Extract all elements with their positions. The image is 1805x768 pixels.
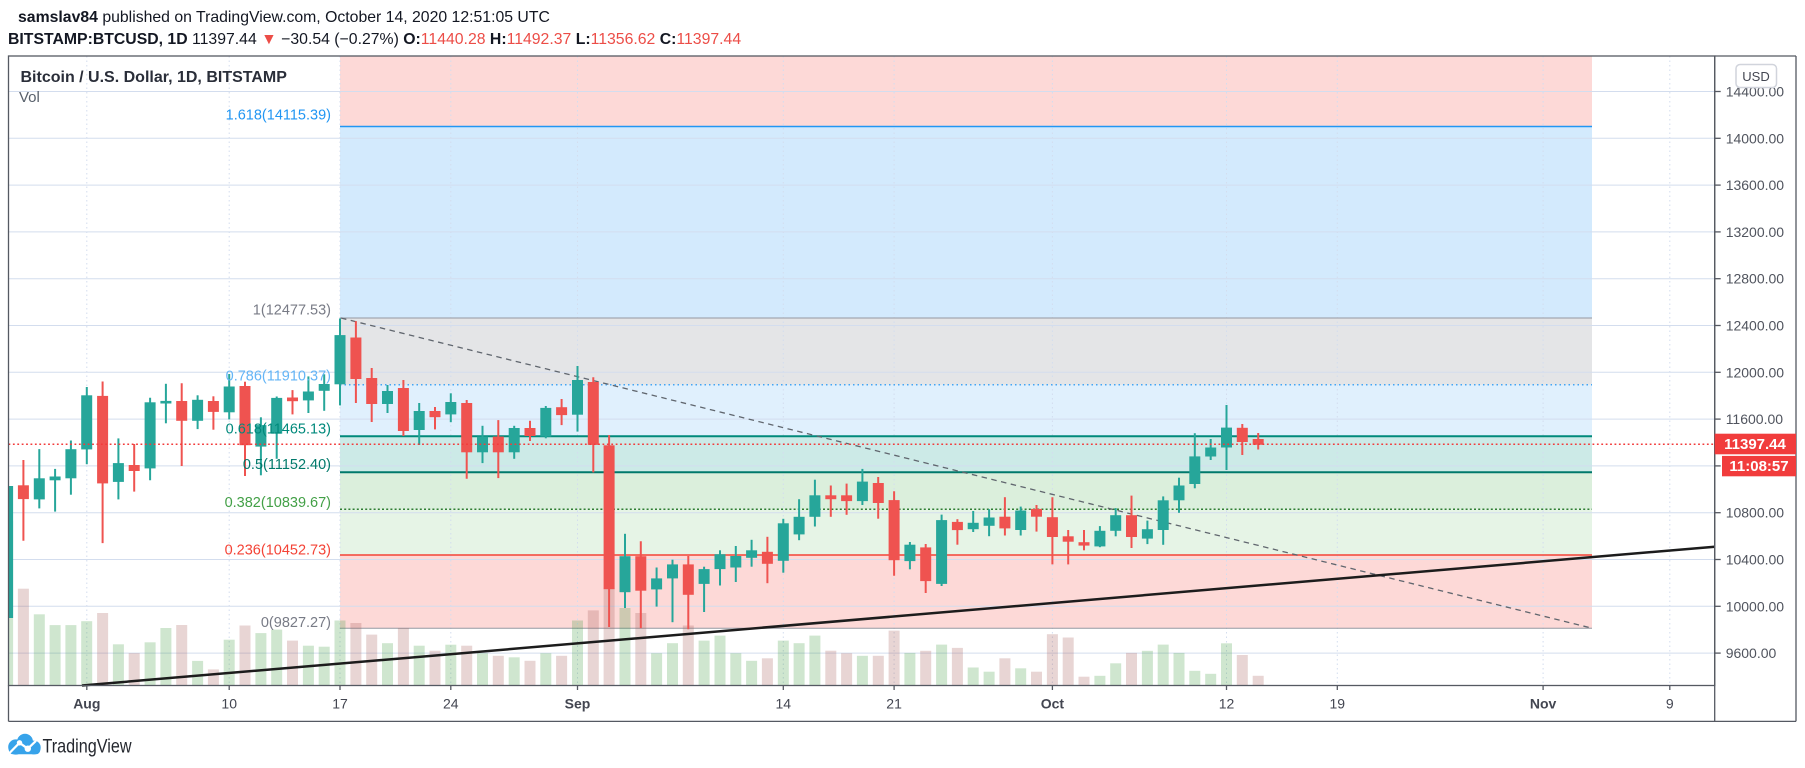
svg-text:11397.44: 11397.44 [1724, 436, 1786, 453]
svg-text:17: 17 [332, 696, 348, 712]
svg-text:11600.00: 11600.00 [1726, 411, 1784, 427]
svg-text:0.5(11152.40): 0.5(11152.40) [243, 457, 331, 473]
svg-text:samslav84 published on Trading: samslav84 published on TradingView.com, … [18, 9, 550, 26]
svg-text:11:08:57: 11:08:57 [1729, 458, 1788, 475]
svg-text:24: 24 [443, 696, 459, 712]
svg-text:BITSTAMP:BTCUSD, 1D 11397.44 ▼: BITSTAMP:BTCUSD, 1D 11397.44 ▼ −30.54 (−… [8, 31, 741, 48]
svg-text:Vol: Vol [19, 89, 40, 106]
svg-text:0.236(10452.73): 0.236(10452.73) [225, 543, 331, 559]
svg-text:1.618(14115.39): 1.618(14115.39) [226, 108, 331, 124]
svg-text:TradingView: TradingView [43, 736, 133, 758]
svg-text:10000.00: 10000.00 [1726, 598, 1785, 614]
svg-text:Aug: Aug [73, 696, 100, 712]
svg-text:10400.00: 10400.00 [1726, 552, 1785, 568]
svg-text:Oct: Oct [1041, 696, 1065, 712]
svg-text:12800.00: 12800.00 [1726, 271, 1785, 287]
svg-text:Nov: Nov [1530, 696, 1557, 712]
svg-text:0.382(10839.67): 0.382(10839.67) [225, 495, 331, 511]
svg-text:10800.00: 10800.00 [1726, 505, 1785, 521]
svg-text:14: 14 [776, 696, 792, 712]
svg-text:10: 10 [221, 696, 237, 712]
svg-text:12000.00: 12000.00 [1726, 364, 1785, 380]
svg-text:Sep: Sep [565, 696, 591, 712]
svg-text:1(12477.53): 1(12477.53) [253, 303, 331, 319]
svg-text:0(9827.27): 0(9827.27) [261, 615, 331, 631]
svg-text:13600.00: 13600.00 [1726, 177, 1785, 193]
svg-text:12400.00: 12400.00 [1726, 318, 1785, 334]
svg-text:14000.00: 14000.00 [1726, 130, 1785, 146]
svg-text:19: 19 [1330, 696, 1346, 712]
svg-text:12: 12 [1219, 696, 1235, 712]
svg-text:0.618(11465.13): 0.618(11465.13) [226, 421, 331, 437]
svg-text:13200.00: 13200.00 [1726, 224, 1785, 240]
svg-text:9600.00: 9600.00 [1726, 645, 1777, 661]
svg-text:0.786(11910.37): 0.786(11910.37) [226, 368, 331, 384]
svg-text:USD: USD [1742, 69, 1769, 84]
svg-text:21: 21 [886, 696, 902, 712]
svg-text:Bitcoin / U.S. Dollar, 1D, BIT: Bitcoin / U.S. Dollar, 1D, BITSTAMP [21, 69, 288, 86]
svg-text:9: 9 [1666, 696, 1674, 712]
